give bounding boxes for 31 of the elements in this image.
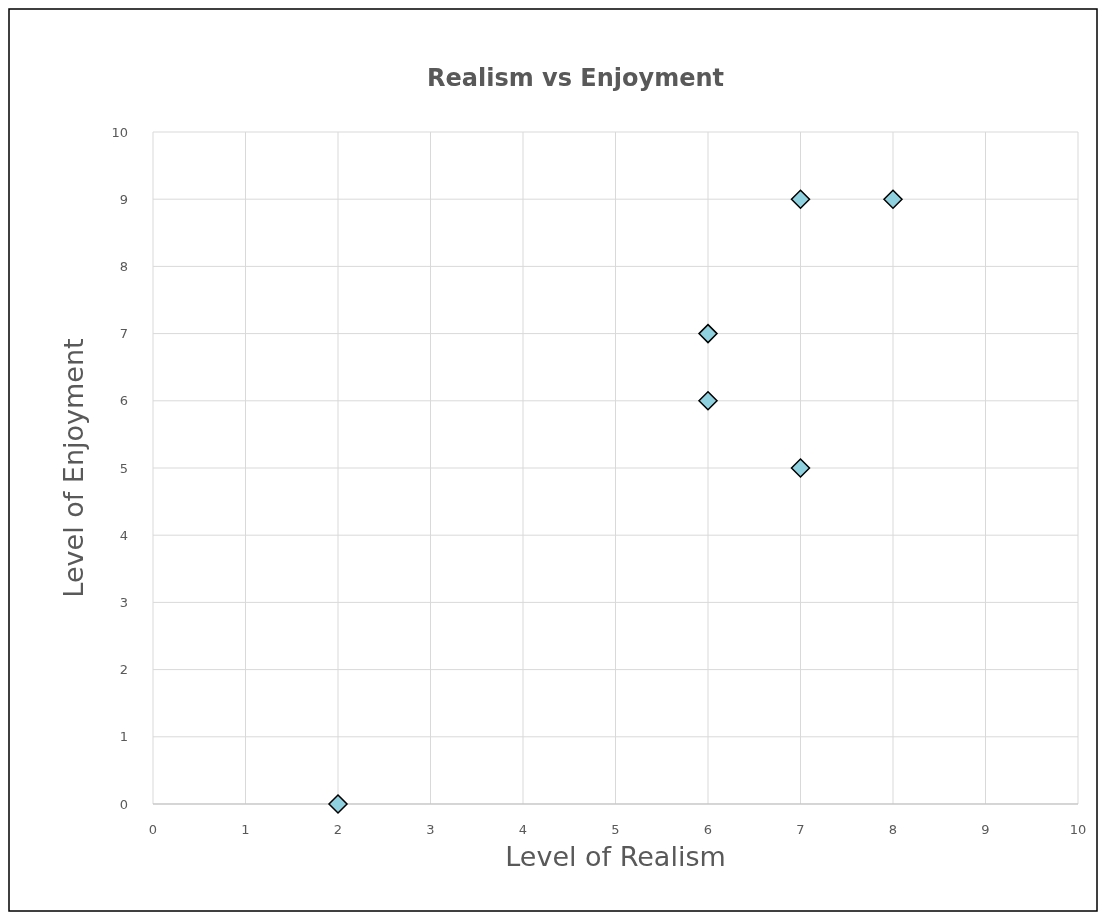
- x-tick-label: 0: [148, 822, 158, 837]
- y-tick-label: 3: [119, 594, 128, 610]
- x-tick-label: 7: [796, 822, 805, 837]
- y-axis-title: Level of Enjoyment: [58, 338, 89, 598]
- y-tick-label: 0: [119, 796, 128, 812]
- point: [698, 391, 718, 411]
- point: [790, 458, 811, 478]
- x-tick-label: 5: [611, 822, 620, 837]
- x-tick-label: 6: [703, 822, 713, 837]
- y-tick-label: 6: [119, 393, 128, 409]
- point: [328, 794, 348, 814]
- y-tick-label: 2: [119, 662, 128, 678]
- chart-title: Realism vs Enjoyment: [426, 64, 725, 92]
- y-tick-label: 8: [119, 258, 128, 274]
- x-tick-label: 2: [333, 822, 343, 837]
- point: [883, 189, 903, 209]
- y-tick-label: 9: [119, 191, 128, 207]
- y-tick-label: 5: [119, 460, 128, 476]
- x-axis-title: Level of Realism: [505, 841, 726, 872]
- y-tick-label: 4: [119, 527, 128, 543]
- x-tick-label: 3: [426, 822, 435, 837]
- x-tick-label: 4: [518, 822, 528, 837]
- y-tick-label: 7: [119, 326, 128, 342]
- x-tick-label: 8: [888, 822, 898, 837]
- x-tick-label: 10: [1069, 822, 1087, 837]
- point: [790, 189, 811, 209]
- y-tick-label: 10: [111, 124, 128, 140]
- y-tick-label: 1: [119, 729, 128, 745]
- x-tick-label: 9: [981, 822, 990, 837]
- point: [698, 323, 718, 344]
- x-tick-label: 1: [241, 822, 250, 837]
